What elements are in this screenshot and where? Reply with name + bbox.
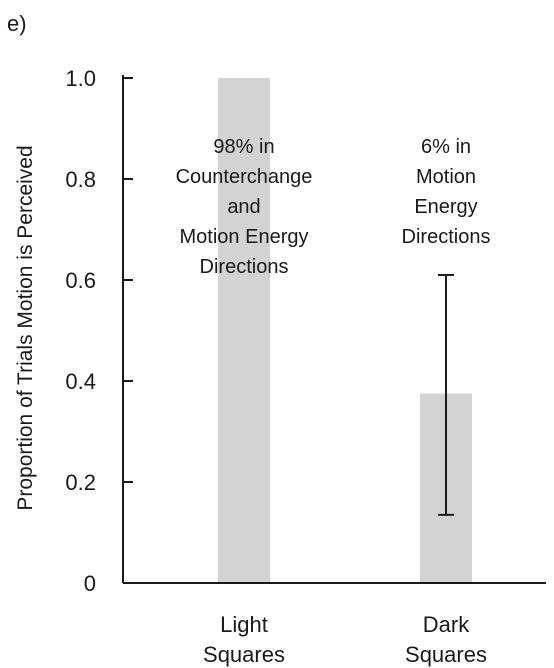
y-tick-label: 0 — [84, 571, 96, 596]
y-axis-ticks: 0 0.2 0.4 0.6 0.8 1.0 — [65, 66, 133, 596]
bar-annotations: 98% in Counterchange and Motion Energy Direc… — [176, 136, 491, 278]
error-bars — [438, 273, 454, 516]
annotation-line: Motion — [416, 166, 476, 188]
annotation-line: Motion Energy — [180, 226, 309, 248]
x-category-label: Squares — [203, 642, 285, 667]
y-axis-label: Proportion of Trials Motion is Perceived — [14, 145, 37, 510]
y-tick-label: 0.6 — [65, 268, 96, 293]
y-tick-label: 1.0 — [65, 66, 96, 91]
x-category-label: Light — [220, 612, 268, 637]
y-tick-label: 0.2 — [65, 470, 96, 495]
annotation-line: and — [227, 196, 260, 218]
x-axis-categories: Light Squares Dark Squares — [203, 612, 487, 667]
y-tick-label: 0.4 — [65, 369, 96, 394]
annotation-line: 98% in — [213, 136, 274, 158]
bars — [218, 78, 472, 583]
annotation-line: 6% in — [421, 136, 471, 158]
annotation-line: Counterchange — [176, 166, 313, 188]
x-category-label: Dark — [423, 612, 470, 637]
annotation-line: Energy — [414, 196, 477, 218]
annotation-line: Directions — [402, 226, 491, 248]
x-category-label: Squares — [405, 642, 487, 667]
annotation-line: Directions — [200, 256, 289, 278]
panel-label: e) — [7, 11, 27, 36]
bar — [218, 78, 270, 583]
y-tick-label: 0.8 — [65, 167, 96, 192]
